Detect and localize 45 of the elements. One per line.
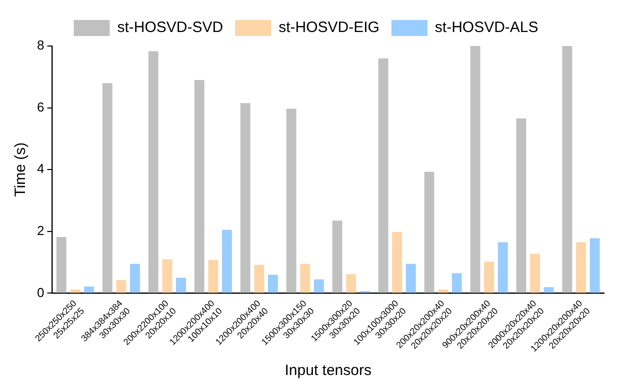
bar <box>208 260 218 293</box>
bar <box>222 230 232 293</box>
bar <box>590 238 600 293</box>
bar <box>102 83 112 293</box>
bar <box>300 264 310 293</box>
bar <box>452 273 462 293</box>
y-tick-label: 6 <box>36 99 44 114</box>
y-tick-label: 4 <box>36 161 44 176</box>
bar <box>470 46 480 293</box>
bar <box>438 290 448 293</box>
bar <box>544 287 554 293</box>
bar <box>70 290 80 293</box>
bar <box>516 118 526 293</box>
bar <box>130 264 140 293</box>
bar <box>530 254 540 293</box>
bar <box>562 46 572 293</box>
bar <box>84 286 94 293</box>
bar <box>240 103 250 293</box>
bar <box>194 80 204 293</box>
bar <box>116 280 126 293</box>
bar <box>314 279 324 293</box>
bar <box>484 262 494 293</box>
bar <box>498 242 508 293</box>
y-tick-label: 8 <box>36 38 44 53</box>
bar <box>424 172 434 293</box>
bar <box>576 242 586 293</box>
bar <box>148 51 158 293</box>
bar <box>56 237 66 293</box>
bar <box>332 220 342 293</box>
y-tick-label: 0 <box>36 284 44 300</box>
y-tick-label: 2 <box>36 223 44 238</box>
legend-label: st-HOSVD-ALS <box>434 19 538 36</box>
bar <box>268 274 278 293</box>
bar <box>378 58 388 293</box>
y-axis-title: Time (s) <box>12 142 30 197</box>
legend-label: st-HOSVD-SVD <box>117 19 224 36</box>
bar <box>254 264 264 293</box>
legend-label: st-HOSVD-EIG <box>278 19 380 36</box>
x-axis-title: Input tensors <box>284 362 372 380</box>
bar <box>346 274 356 293</box>
bar <box>392 232 402 293</box>
bar <box>162 259 172 293</box>
bar <box>176 278 186 293</box>
bar <box>286 108 296 293</box>
bar <box>406 264 416 293</box>
